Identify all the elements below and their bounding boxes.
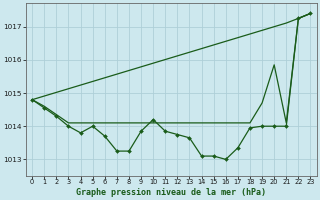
X-axis label: Graphe pression niveau de la mer (hPa): Graphe pression niveau de la mer (hPa) xyxy=(76,188,266,197)
